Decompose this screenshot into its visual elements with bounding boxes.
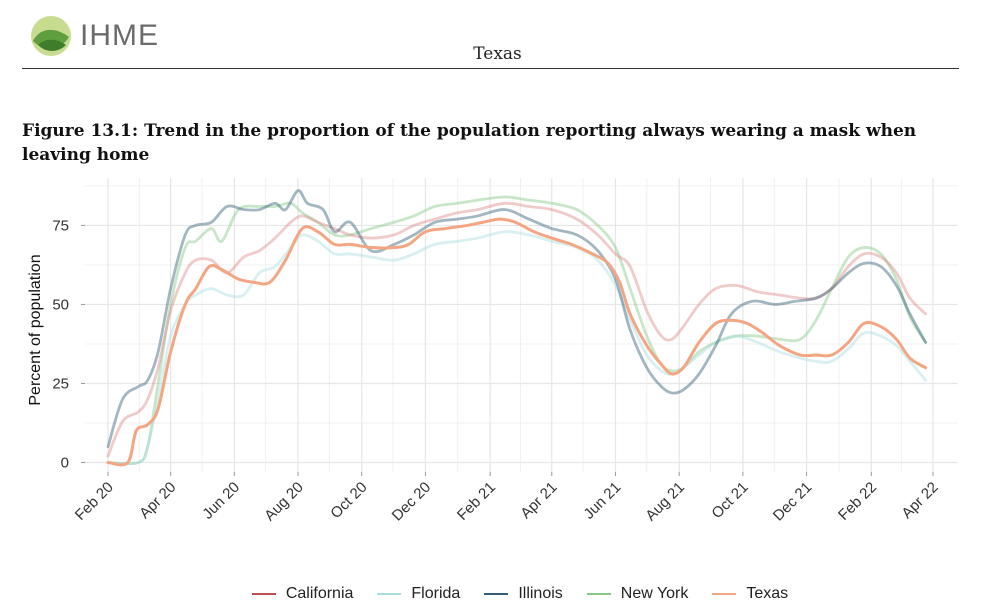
y-tick-label: 25	[52, 375, 69, 392]
x-tick-label: Oct 20	[327, 479, 370, 522]
legend-item-new-york: New York	[586, 585, 689, 603]
y-tick-label: 75	[52, 217, 69, 234]
series-line-new-york	[106, 195, 928, 466]
x-tick-label: Apr 21	[517, 479, 560, 522]
legend-swatch	[484, 593, 509, 595]
x-tick-label: Jun 20	[199, 479, 243, 523]
legend-swatch	[586, 593, 611, 595]
legend-label: Texas	[746, 585, 789, 602]
legend-swatch	[712, 593, 737, 595]
legend-label: California	[285, 585, 354, 602]
x-tick-label: Dec 20	[389, 479, 435, 525]
y-axis-label: Percent of population	[27, 254, 44, 405]
logo-text: IHME	[80, 19, 159, 52]
x-tick-label: Aug 20	[261, 479, 307, 525]
ihme-logo: IHME	[30, 14, 159, 58]
x-tick-label: Feb 22	[835, 479, 880, 524]
series-line-florida	[106, 230, 928, 466]
legend-item-california: California	[251, 585, 354, 603]
legend-item-florida: Florida	[377, 585, 460, 603]
legend-swatch	[377, 593, 402, 595]
x-tick-label: Feb 20	[72, 479, 117, 524]
header-divider	[22, 68, 959, 69]
series-line-texas	[106, 217, 928, 467]
legend-label: New York	[620, 585, 689, 602]
ihme-leaf-icon	[31, 16, 71, 56]
x-tick-label: Feb 21	[454, 479, 499, 524]
legend-label: Illinois	[518, 585, 563, 602]
y-tick-label: 50	[52, 296, 69, 313]
x-tick-label: Apr 20	[136, 479, 179, 522]
x-tick-label: Aug 21	[642, 479, 688, 525]
x-tick-label: Jun 21	[580, 479, 624, 523]
legend-label: Florida	[411, 585, 461, 602]
chart-legend: California Florida Illinois New York Texas	[0, 585, 995, 603]
x-tick-label: Oct 21	[708, 479, 751, 522]
y-tick-label: 0	[61, 455, 69, 472]
legend-swatch	[251, 593, 276, 595]
legend-item-texas: Texas	[712, 585, 788, 603]
figure-title: Figure 13.1: Trend in the proportion of …	[22, 121, 917, 165]
legend-item-illinois: Illinois	[484, 585, 563, 603]
series-line-california	[106, 201, 928, 458]
series-line-illinois	[106, 189, 928, 449]
x-tick-label: Dec 21	[770, 479, 816, 525]
x-tick-label: Apr 22	[898, 479, 941, 522]
page-title: Texas	[473, 44, 522, 64]
